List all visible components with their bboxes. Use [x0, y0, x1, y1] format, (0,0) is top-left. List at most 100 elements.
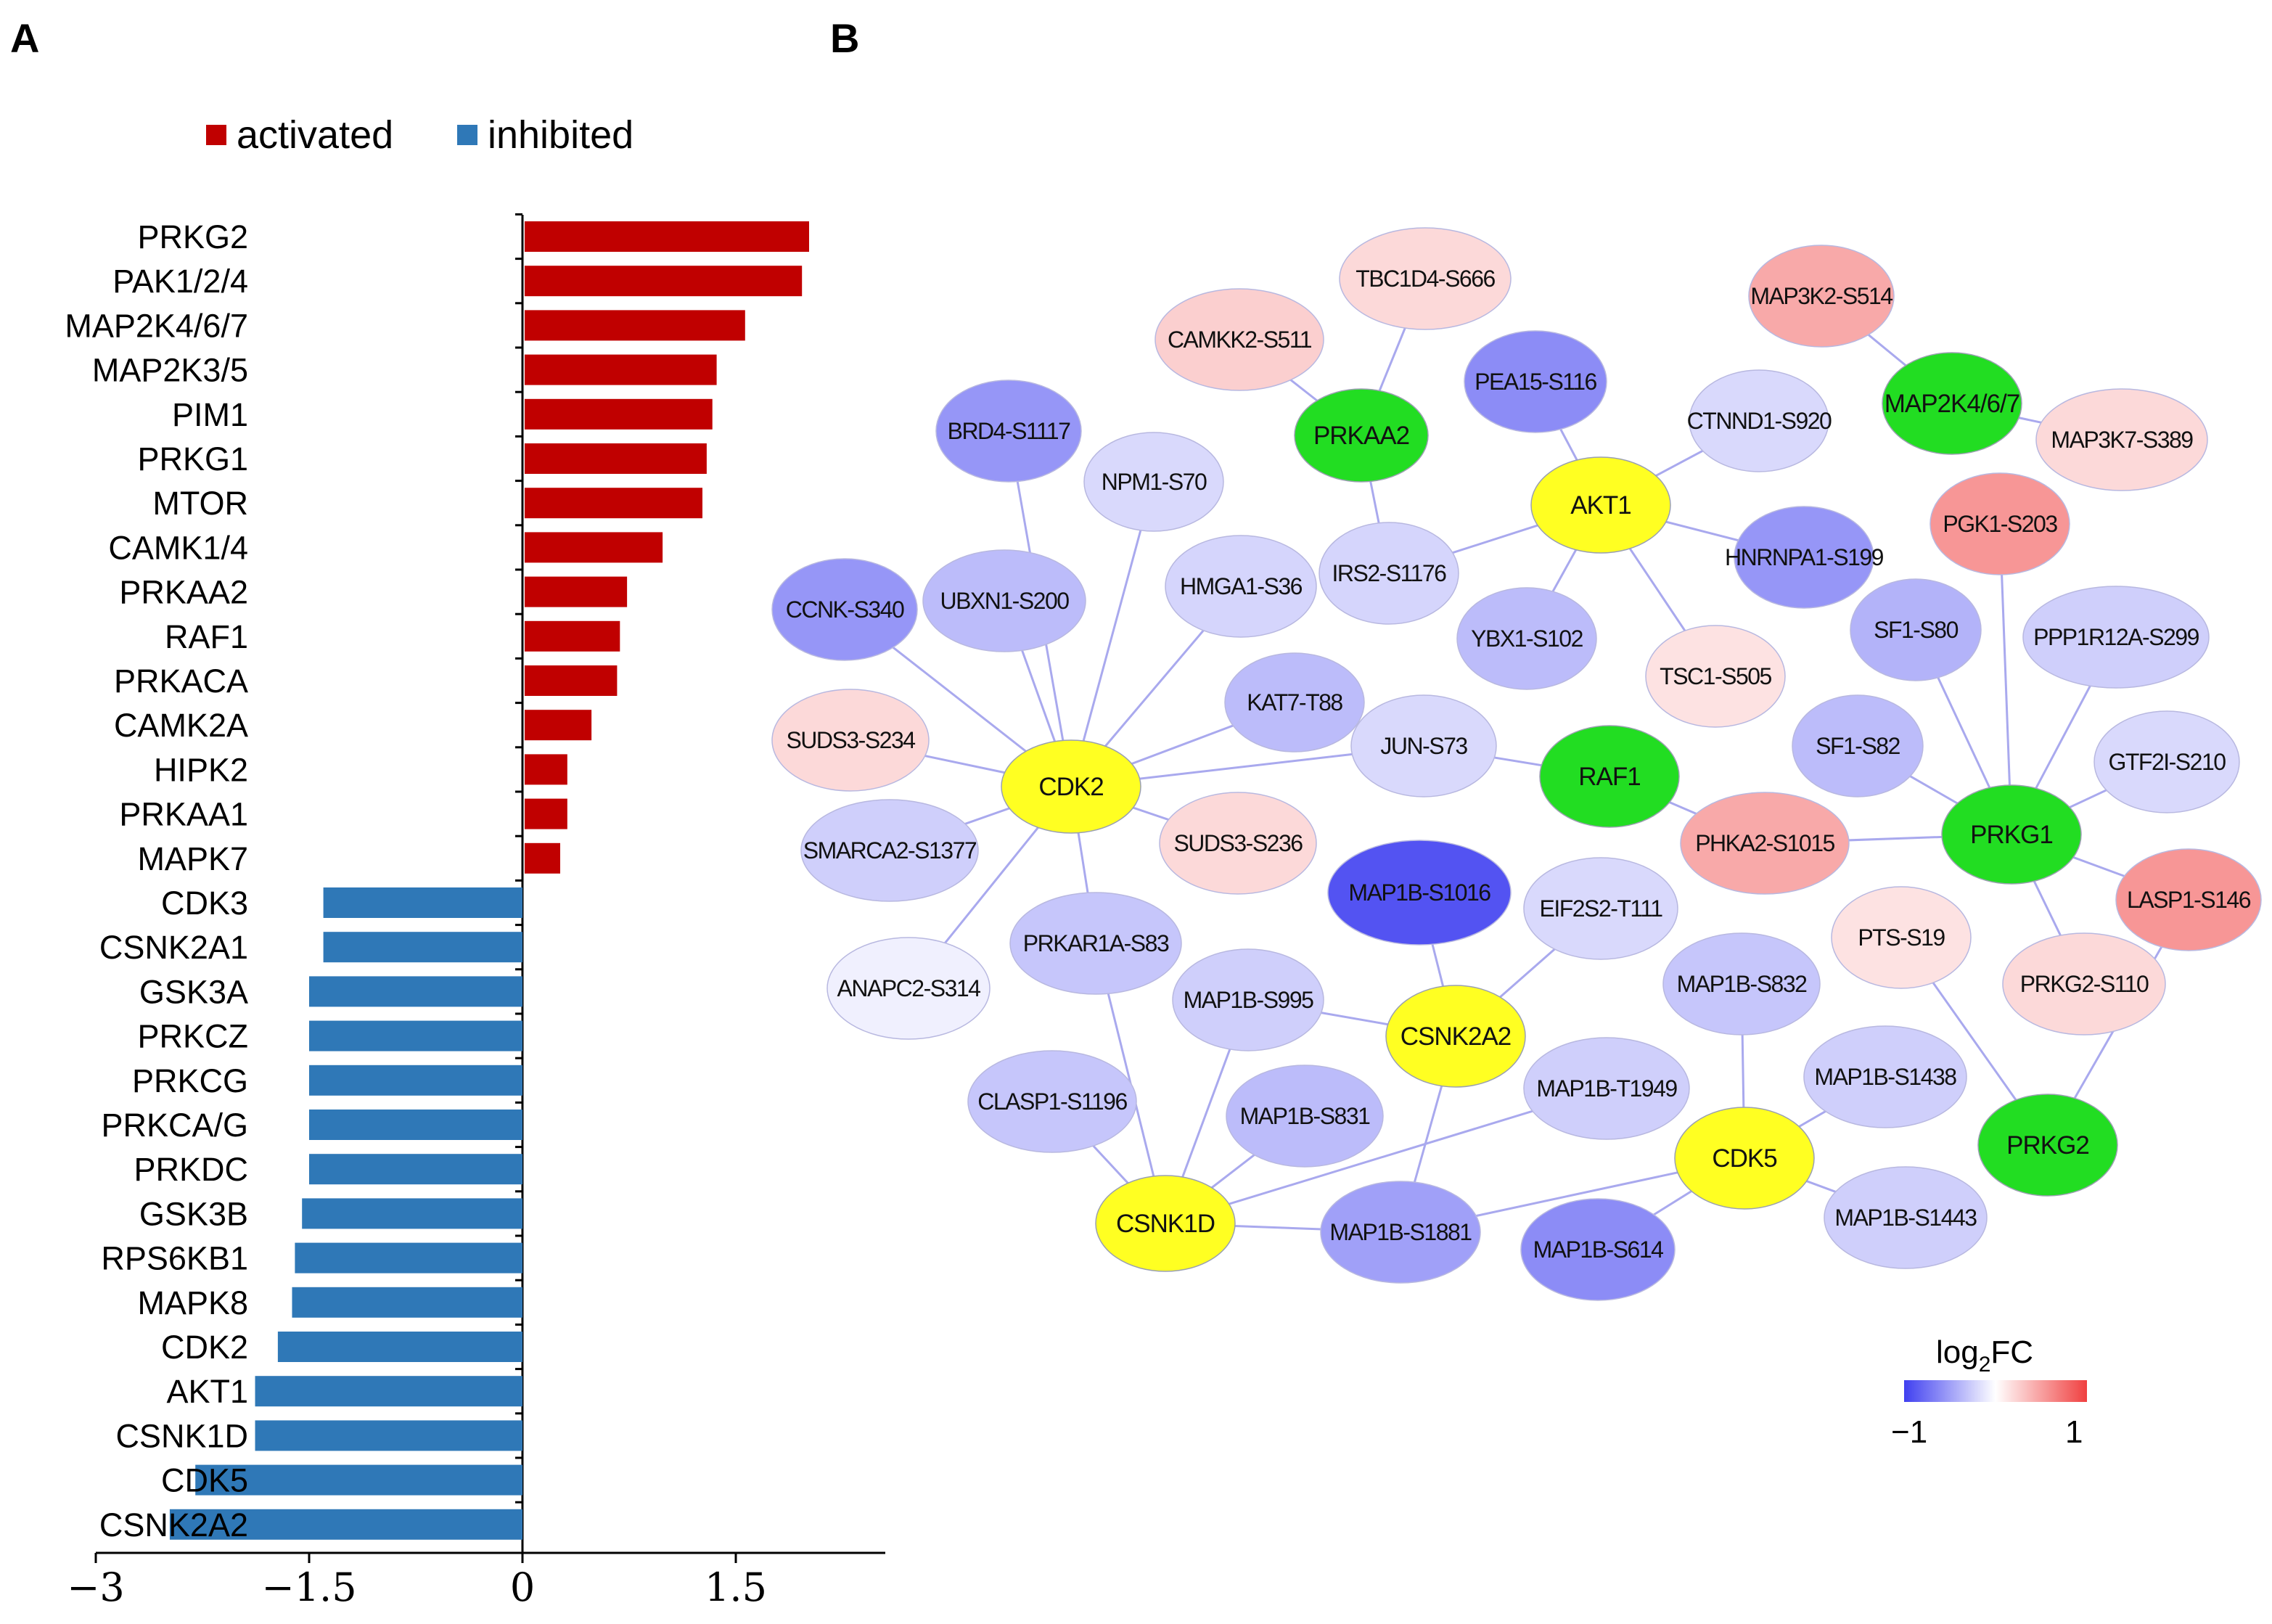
- kinase-node-label: CDK5: [1712, 1144, 1776, 1173]
- site-node-shape: [800, 799, 979, 902]
- site-node-shape: [1803, 1025, 1967, 1128]
- site-node-shape: [1831, 886, 1972, 989]
- site-node-label: CCNK-S340: [786, 596, 904, 623]
- site-node: GTF2I-S210: [2093, 710, 2240, 813]
- bar: [525, 398, 713, 430]
- category-label: PRKACA: [114, 663, 248, 700]
- site-node-label: IRS2-S1176: [1332, 560, 1447, 586]
- x-tick-label: −1.5: [261, 1564, 356, 1610]
- site-node-shape: [1792, 694, 1924, 797]
- kinase-node-shape: [1095, 1175, 1236, 1272]
- category-label: PRKCZ: [137, 1018, 248, 1055]
- site-node-shape: [1645, 625, 1786, 728]
- bar: [295, 1242, 522, 1274]
- category-label: CSNK2A2: [99, 1506, 248, 1543]
- kinase-node-shape: [1530, 456, 1671, 554]
- bar: [525, 532, 663, 563]
- bar: [309, 976, 522, 1007]
- kinase-node: CSNK1D: [1095, 1175, 1236, 1272]
- site-node-label: GTF2I-S210: [2108, 749, 2226, 775]
- network-edge: [1070, 481, 1155, 787]
- site-node-shape: [2115, 848, 2262, 951]
- bar: [525, 354, 717, 385]
- site-node: SF1-S82: [1792, 694, 1924, 797]
- color-scale-title: log2FC: [1936, 1334, 2033, 1377]
- site-node-shape: [1520, 1198, 1676, 1301]
- bar: [525, 310, 745, 341]
- site-node-label: HMGA1-S36: [1180, 573, 1303, 599]
- category-label: CSNK2A1: [99, 929, 248, 966]
- site-node-label: PPP1R12A-S299: [2033, 624, 2199, 650]
- bar: [169, 1509, 523, 1540]
- category-label: PIM1: [172, 396, 248, 433]
- category-label: PAK1/2/4: [112, 263, 248, 300]
- bar: [525, 221, 809, 252]
- site-node: ANAPC2-S314: [827, 937, 991, 1040]
- site-node-label: MAP3K2-S514: [1750, 283, 1892, 309]
- bar: [525, 266, 803, 297]
- site-node-shape: [1350, 694, 1497, 797]
- site-node-shape: [771, 558, 918, 661]
- category-label: CDK2: [161, 1329, 248, 1366]
- category-label: PRKG1: [137, 440, 248, 477]
- site-node-label: MAP1B-S1438: [1814, 1064, 1956, 1090]
- x-tick-label: 0: [510, 1564, 535, 1610]
- bar-chart: PRKG2 PAK1/2/4 MAP2K4/6/7 MAP2K3/5 PIM1 PRKG1…: [65, 213, 885, 1610]
- category-label: MAPK7: [137, 840, 248, 877]
- kinase-node: MAP2K4/6/7: [1882, 352, 2022, 455]
- bar: [525, 798, 567, 829]
- site-node-shape: [1824, 1166, 1988, 1269]
- site-node-shape: [827, 937, 991, 1040]
- category-label: HIPK2: [154, 751, 248, 788]
- kinase-node-shape: [1001, 739, 1141, 834]
- site-node: MAP1B-S1438: [1803, 1025, 1967, 1128]
- category-label: CDK3: [161, 885, 248, 922]
- category-label: GSK3B: [139, 1195, 248, 1232]
- site-node-label: MAP1B-T1949: [1536, 1075, 1677, 1102]
- site-node-label: MAP1B-S1443: [1834, 1205, 1977, 1231]
- site-node-label: MAP1B-S831: [1240, 1103, 1371, 1129]
- kinase-node: PRKG1: [1941, 784, 2082, 885]
- bar: [302, 1198, 522, 1229]
- site-node: HMGA1-S36: [1165, 535, 1317, 638]
- site-node: MAP1B-S1016: [1327, 840, 1512, 946]
- site-node-label: TSC1-S505: [1660, 663, 1771, 689]
- site-node-shape: [1155, 288, 1324, 391]
- category-label: CDK5: [161, 1462, 248, 1499]
- panel-label-a: A: [10, 15, 39, 61]
- site-node: MAP1B-S1881: [1320, 1181, 1481, 1284]
- site-node: CTNND1-S920: [1687, 369, 1833, 472]
- kinase-node: CDK5: [1674, 1107, 1815, 1210]
- site-node-label: EIF2S2-T111: [1539, 895, 1662, 922]
- site-node: TBC1D4-S666: [1339, 227, 1512, 330]
- site-node-shape: [2093, 710, 2240, 813]
- site-node: EIF2S2-T111: [1523, 857, 1678, 960]
- bar: [323, 887, 522, 918]
- bar: [323, 932, 522, 963]
- kinase-node-label: CDK2: [1038, 773, 1103, 801]
- site-node: NPM1-S70: [1083, 432, 1224, 532]
- category-label: MTOR: [152, 485, 248, 522]
- site-node: PGK1-S203: [1929, 472, 2070, 575]
- site-node-shape: [1456, 587, 1597, 690]
- category-label: PRKCA/G: [101, 1107, 248, 1144]
- site-node-shape: [1662, 932, 1821, 1035]
- category-label: CAMK1/4: [108, 529, 248, 566]
- kinase-node-label: PRKAA2: [1313, 422, 1409, 450]
- site-node-shape: [1159, 792, 1317, 895]
- legend-label-inhibited: inhibited: [488, 113, 633, 157]
- kinase-node: PRKAA2: [1294, 388, 1429, 483]
- site-node-label: MAP1B-S995: [1184, 987, 1314, 1013]
- site-node: PHKA2-S1015: [1680, 792, 1850, 895]
- kinase-node-shape: [1941, 784, 2082, 885]
- kinase-node-shape: [1539, 725, 1680, 828]
- site-node-label: ANAPC2-S314: [837, 975, 981, 1001]
- site-node: YBX1-S102: [1456, 587, 1597, 690]
- bar: [195, 1464, 522, 1496]
- site-node-shape: [1320, 1181, 1481, 1284]
- color-scale-max: 1: [2065, 1414, 2083, 1450]
- site-node-label: JUN-S73: [1380, 733, 1467, 759]
- site-node-label: SF1-S82: [1816, 733, 1900, 759]
- site-node-shape: [1172, 948, 1324, 1051]
- site-node-label: HNRNPA1-S199: [1725, 544, 1884, 570]
